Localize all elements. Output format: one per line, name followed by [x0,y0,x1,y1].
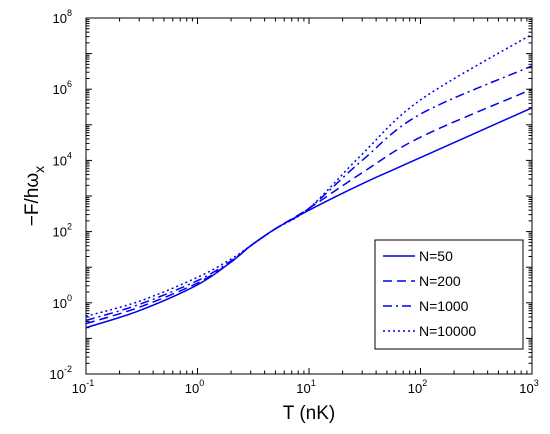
x-axis-title: T (nK) [283,403,335,424]
legend-label: N=10000 [419,323,476,339]
y-axis-title-subscript: x [31,166,47,173]
y-tick-label: 104 [53,150,72,168]
y-tick-label-base: 10 [53,82,67,97]
y-tick-label-base: 10 [53,11,67,26]
series-line-3 [85,33,533,317]
y-tick-label-exponent: 0 [67,293,72,303]
y-tick-label-base: 10 [50,367,64,382]
y-tick-label: 102 [53,222,72,240]
y-tick-label-exponent: 2 [67,222,72,232]
tick-layer [85,17,533,375]
x-tick-label-exponent: 2 [422,378,427,388]
x-tick-label-exponent: 0 [199,378,204,388]
y-tick-label: 106 [53,79,72,97]
x-tick-label-base: 10 [185,381,199,396]
y-tick-label-exponent: -2 [64,364,72,374]
y-axis-title-main: −F/hω [22,173,43,227]
x-tick-label-base: 10 [296,381,310,396]
x-tick-label-exponent: 3 [534,378,539,388]
x-tick-label: 10-1 [72,378,94,396]
x-tick-label: 101 [296,378,315,396]
x-tick-label: 100 [185,378,204,396]
y-tick-label: 100 [53,293,72,311]
x-tick-label: 102 [408,378,427,396]
x-tick-label-base: 10 [72,381,86,396]
x-tick-label-base: 10 [408,381,422,396]
x-tick-label-exponent: 1 [311,378,316,388]
y-tick-label-exponent: 4 [67,150,72,160]
y-tick-label-base: 10 [53,225,67,240]
y-tick-label: 10-2 [50,364,72,382]
y-tick-label-exponent: 6 [67,79,72,89]
y-tick-label-base: 10 [53,153,67,168]
x-tick-label-base: 10 [519,381,533,396]
legend: N=50 N=200 N=1000 N=10000 [374,239,524,350]
y-axis-title: −F/hωx [22,166,47,226]
y-tick-label-exponent: 8 [67,8,72,18]
legend-label: N=200 [419,273,461,289]
legend-label: N=1000 [419,298,469,314]
y-tick-label-base: 10 [53,296,67,311]
y-tick-label: 108 [53,8,72,26]
series-line-2 [85,65,533,322]
x-tick-label: 103 [519,378,538,396]
series-layer [85,33,533,329]
x-tick-label-exponent: -1 [86,378,94,388]
legend-label: N=50 [419,248,453,264]
